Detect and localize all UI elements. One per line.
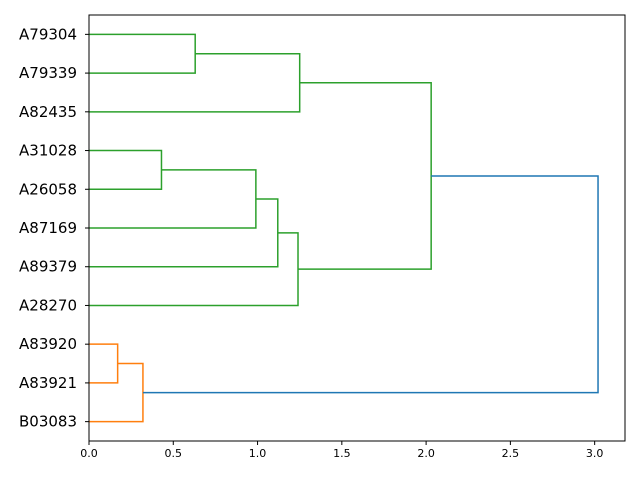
dendrogram-link-9 [89,362,144,423]
leaf-label: A87169 [19,219,77,237]
x-tick-label: 1.0 [249,447,267,460]
dendrogram-link-8 [89,343,119,384]
dendrogram-link-2 [89,52,301,113]
x-tick-label: 2.0 [417,447,435,460]
leaf-label: A83921 [19,374,77,392]
leaf-label: B03083 [19,413,77,431]
leaf-label: A79339 [19,64,77,82]
x-tick-label: 1.5 [333,447,351,460]
leaf-label: A28270 [19,296,77,314]
dendrogram-link-4 [89,169,257,229]
x-tick-label: 0.0 [80,447,98,460]
leaf-label: A83920 [19,335,77,353]
leaf-label: A89379 [19,258,77,276]
dendrogram-link-3 [89,149,163,191]
dendrogram-link-10 [142,175,599,394]
leaf-labels: A79304 A79339 A82435 A31028 A26058 A87169 A893… [19,25,89,431]
x-tick-label: 2.5 [502,447,520,460]
dendrogram-link-1 [89,33,196,74]
dendrogram-links [89,33,599,423]
x-axis-ticks: 0.0 0.5 1.0 1.5 2.0 2.5 3.0 [80,441,603,460]
dendrogram-link-6 [89,232,299,307]
leaf-label: A26058 [19,180,77,198]
dendrogram-link-5 [89,198,279,268]
x-tick-label: 3.0 [586,447,604,460]
leaf-label: A31028 [19,142,77,160]
x-tick-label: 0.5 [165,447,183,460]
dendrogram-link-7 [298,82,432,270]
leaf-label: A79304 [19,25,77,43]
leaf-label: A82435 [19,103,77,121]
